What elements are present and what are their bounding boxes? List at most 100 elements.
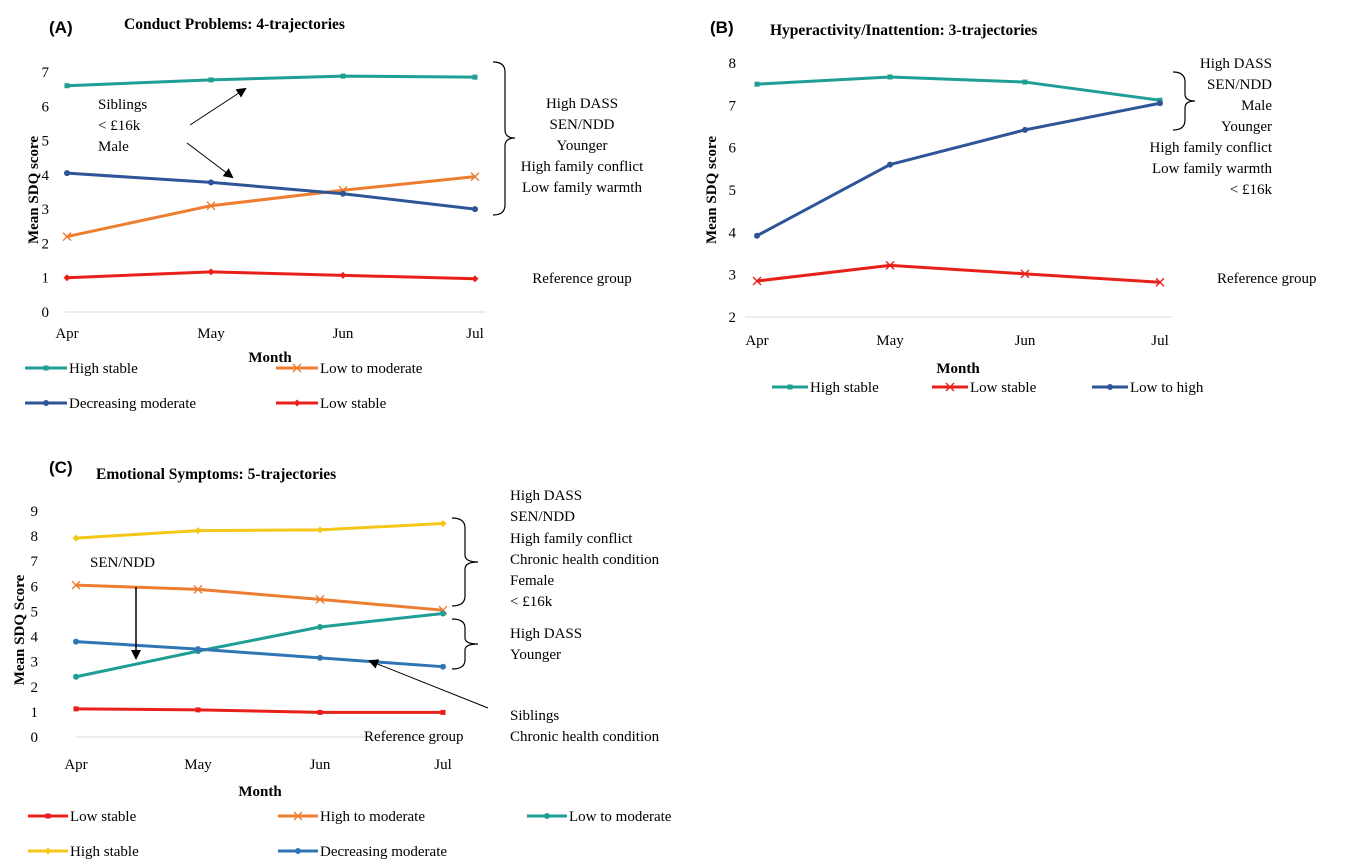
legend-label-high-stable: High stable	[69, 361, 138, 377]
data-point-low-stable	[752, 276, 762, 286]
panel-a-arrow-down	[186, 142, 234, 179]
y-tick-label: 2	[42, 236, 50, 252]
legend-marker-high-to-moderate	[293, 811, 303, 821]
panel-b-y-axis-title: Mean SDQ score	[704, 136, 720, 244]
data-point-low-to-moderate	[470, 172, 480, 182]
data-point-low-stable	[440, 709, 446, 715]
panel-b-note-1: High DASS	[1200, 56, 1272, 72]
panel-c-x-axis-title: Month	[238, 784, 282, 800]
data-point-decreasing-moderate	[208, 179, 214, 186]
x-tick-label: Jul	[1151, 333, 1169, 349]
panel-b-crop-mask	[1334, 264, 1346, 290]
data-point-decreasing-moderate	[64, 170, 70, 177]
legend-label-low-to-moderate: Low to moderate	[569, 809, 672, 825]
panel-a-note-male: Male	[98, 139, 129, 155]
panel-b-reference-group: Reference group	[1217, 271, 1317, 287]
legend-label-high-stable: High stable	[810, 380, 879, 396]
data-point-high-stable	[472, 74, 478, 80]
panel-a-title: Conduct Problems: 4-trajectories	[124, 16, 345, 33]
data-point-decreasing-moderate	[340, 190, 346, 197]
panel-b-y-ticks: 2 3 4 5 6 7 8	[729, 56, 737, 326]
legend-marker-high-stable	[44, 847, 52, 855]
panel-b-legend: High stable Low stable Low to high	[772, 380, 1204, 396]
y-tick-label: 0	[42, 305, 50, 321]
panel-c-arrow-chronic	[368, 659, 489, 709]
legend-label-low-to-moderate: Low to moderate	[320, 361, 423, 377]
y-tick-label: 3	[42, 202, 50, 218]
data-point-high-stable	[72, 534, 80, 542]
panel-c-legend: Low stable High to moderate Low to moderat…	[28, 809, 672, 860]
y-tick-label: 5	[42, 134, 50, 150]
panel-b-x-axis-title: Month	[936, 361, 980, 377]
panel-a-reference-group: Reference group	[532, 271, 632, 287]
y-tick-label: 4	[729, 225, 737, 241]
panel-b-hyperactivity: (B) Hyperactivity/Inattention: 3-traject…	[704, 18, 1346, 396]
data-point-high-stable	[64, 83, 70, 89]
panel-a-x-ticks: Apr May Jun Jul	[55, 326, 483, 342]
data-point-decreasing-moderate	[73, 638, 79, 645]
x-tick-label: May	[876, 333, 904, 349]
panel-a-arrow-up	[189, 87, 247, 126]
panel-b-letter: (B)	[710, 18, 734, 37]
panel-c-note-4: Chronic health condition	[510, 552, 660, 568]
panel-c-bracket-middle	[451, 618, 479, 670]
panel-c-note-chronic: Chronic health condition	[510, 729, 660, 745]
data-point-low-to-moderate	[317, 624, 323, 631]
y-tick-label: 2	[31, 680, 39, 696]
panel-a-note-bracket-3: Younger	[557, 138, 608, 154]
legend-marker-decreasing-moderate	[43, 400, 49, 406]
data-point-high-stable	[194, 527, 202, 535]
series-line-decreasing-moderate	[66, 171, 476, 211]
y-tick-label: 7	[42, 65, 50, 81]
data-point-decreasing-moderate	[440, 663, 446, 670]
data-point-low-to-high	[754, 232, 760, 239]
panel-c-note-6: < £16k	[510, 594, 553, 610]
panel-a-x-axis-title: Month	[248, 350, 292, 366]
data-point-high-stable	[754, 81, 760, 87]
panel-b-note-7: < £16k	[1230, 182, 1273, 198]
y-tick-label: 1	[31, 705, 39, 721]
panel-b-x-ticks: Apr May Jun Jul	[745, 333, 1168, 349]
panel-c-y-ticks: 0 1 2 3 4 5 6 7 8 9	[31, 504, 39, 746]
panel-c-note-middle-2: Younger	[510, 647, 561, 663]
data-point-low-stable	[63, 274, 71, 282]
panel-b-bracket	[1172, 71, 1196, 131]
panel-b-title: Hyperactivity/Inattention: 3-trajectorie…	[770, 22, 1037, 39]
legend-label-low-stable: Low stable	[970, 380, 1037, 396]
x-tick-label: Jul	[466, 326, 484, 342]
panel-a-series	[62, 73, 480, 283]
panel-c-note-3: High family conflict	[510, 531, 633, 547]
legend-label-decreasing-moderate: Decreasing moderate	[69, 396, 196, 412]
legend-marker-low-to-high	[1107, 384, 1113, 390]
data-point-low-stable	[1020, 269, 1030, 279]
panel-a-conduct-problems: (A) Conduct Problems: 4-trajectories Mea…	[25, 16, 644, 412]
y-tick-label: 6	[42, 99, 50, 115]
panel-c-x-ticks: Apr May Jun Jul	[64, 757, 451, 773]
x-tick-label: Jun	[1015, 333, 1036, 349]
y-tick-label: 3	[729, 268, 737, 284]
panel-b-note-2: SEN/NDD	[1207, 77, 1272, 93]
data-point-low-to-moderate	[206, 201, 216, 211]
data-point-low-stable	[317, 709, 323, 715]
x-tick-label: Apr	[745, 333, 768, 349]
panel-c-emotional-symptoms: (C) Emotional Symptoms: 5-trajectories M…	[12, 458, 672, 860]
series-line-high-stable	[75, 522, 444, 540]
panel-a-letter: (A)	[49, 18, 73, 37]
series-line-low-to-moderate	[75, 611, 444, 679]
legend-marker-high-stable	[43, 365, 49, 371]
x-tick-label: Jun	[310, 757, 331, 773]
data-point-low-stable	[1155, 277, 1165, 287]
legend-marker-low-stable	[45, 813, 51, 819]
x-tick-label: Jul	[434, 757, 452, 773]
panel-b-note-4: Younger	[1221, 119, 1272, 135]
y-tick-label: 6	[31, 579, 39, 595]
data-point-low-stable	[73, 706, 79, 712]
y-tick-label: 9	[31, 504, 39, 520]
legend-label-decreasing-moderate: Decreasing moderate	[320, 844, 447, 860]
x-tick-label: Apr	[55, 326, 78, 342]
panel-c-title: Emotional Symptoms: 5-trajectories	[96, 466, 336, 483]
y-tick-label: 7	[31, 554, 39, 570]
legend-marker-decreasing-moderate	[295, 848, 301, 854]
data-point-high-to-moderate	[193, 584, 203, 594]
